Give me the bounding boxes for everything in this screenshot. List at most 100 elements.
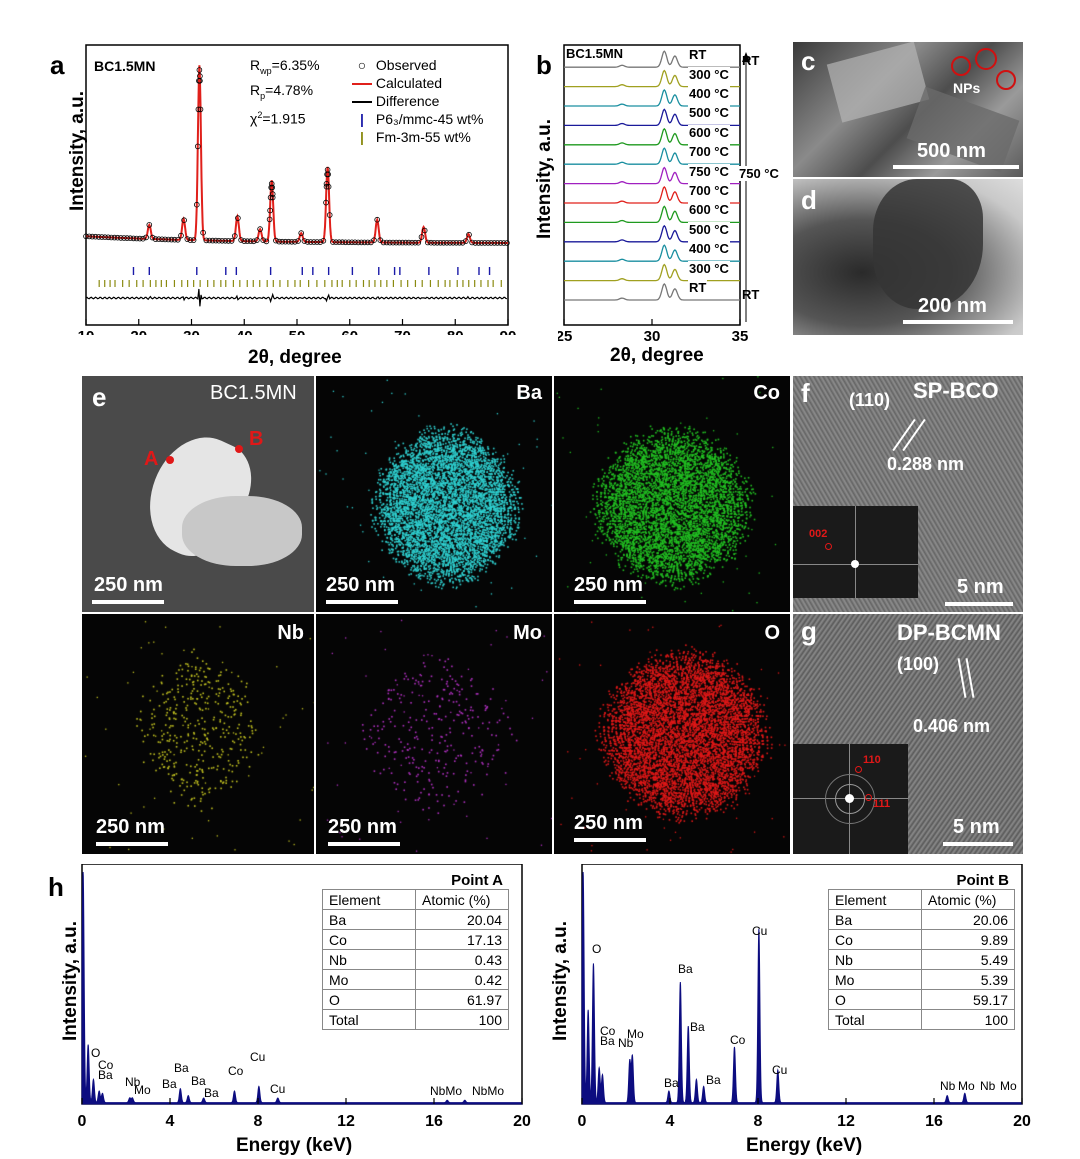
point-b-label: B [249,428,264,450]
point-a-label: A [144,448,159,470]
peak-label: Ba [678,962,693,976]
observed-point [98,234,105,240]
observed-point [462,238,469,244]
observed-point [121,235,127,241]
x-tick-label: 0 [578,1113,587,1130]
element-cell: Total [322,1009,416,1030]
observed-point [304,239,311,245]
edx-b-ticks: 0 4 8 12 16 20 [578,1098,1031,1130]
observed-point [187,237,194,243]
panel-b-chart: 25 30 35 [558,44,750,345]
np-circle-3 [996,70,1016,90]
fft-spot-111 [865,794,872,801]
panel-b-side-mid: 750 °C [739,166,779,181]
map-o-label: O [764,622,780,644]
observed-point [225,238,232,244]
panel-c-label: c [801,46,816,76]
eds-map-ba: Ba 250 nm [316,376,552,612]
observed-point [162,236,168,243]
observed-point [273,237,279,244]
observed-points [83,67,510,246]
curve-label: 400 °C [688,86,730,101]
atomic-percent-cell: 20.04 [415,909,509,930]
peak-label: Ba [706,1073,721,1087]
panel-f-scale-text: 5 nm [957,576,1004,598]
observed-point [117,235,124,241]
edx-spectrum-a: 0 4 8 12 16 20 [78,864,531,1130]
panel-d-scale-text: 200 nm [918,295,987,317]
x-tick-label: 80 [447,328,464,335]
observed-point [475,240,482,246]
panel-c-scale-bar [893,165,1019,169]
observed-point [195,143,201,150]
observed-point [323,183,330,190]
table-b: Element Atomic (%) Ba 20.06 Co 9.89 Nb 5.49 Mo 5.… [828,889,1015,1030]
observed-point [197,77,203,84]
eds-map-o: O 250 nm [554,614,790,854]
atomic-percent-cell: 100 [921,1009,1015,1030]
curve-label: 600 °C [688,124,730,140]
observed-point [412,239,419,246]
difference-line [85,288,508,307]
atomic-percent-cell: 5.49 [921,949,1015,970]
map-nb-scale-text: 250 nm [96,816,165,838]
fft-inset-g: 110 111 [793,744,908,854]
panel-h-ylabel-b: Intensity, a.u. [550,921,571,1042]
rp-stat: Rp=4.78% [250,81,314,101]
observed-point [143,234,149,241]
observed-point [228,238,235,244]
curve-label: 700 °C [688,183,730,198]
edx-a-ticks: 0 4 8 12 16 20 [78,1098,531,1130]
x-tick-label: 30 [644,328,661,345]
observed-point [330,239,336,245]
fft-axis-v [855,506,856,598]
panel-d-scale-bar [903,320,1013,324]
sem-image-c: c NPs 500 nm [793,42,1023,177]
atomic-percent-cell: 59.17 [921,989,1015,1010]
curve-label: 750 °C [688,163,730,179]
observed-point [124,235,130,241]
observed-point [421,227,428,234]
observed-point [269,194,276,201]
observed-point [399,239,406,246]
observed-point [89,233,96,240]
peak-label: Ba [162,1077,177,1091]
observed-point [380,239,387,246]
observed-point [481,240,488,246]
peak-label: Nb [980,1079,996,1093]
element-cell: Nb [828,949,922,970]
atomic-percent-cell: 5.39 [921,969,1015,990]
panel-d-label: d [801,185,817,215]
map-nb-scale-bar [96,842,168,846]
observed-point [325,171,331,178]
grain-1 [826,42,930,123]
peak-label: NbMo [472,1084,505,1098]
observed-point [266,216,273,223]
observed-point [254,237,260,243]
eds-map-mo: Mo 250 nm [316,614,552,854]
table-row: O 61.97 [322,989,509,1010]
panel-e-scale-text: 250 nm [94,574,163,596]
point-a-marker [166,456,174,464]
map-mo-label: Mo [513,622,542,644]
observed-point [267,194,274,201]
element-cell: O [322,989,416,1010]
lattice-line-2 [902,418,926,452]
table-b-title: Point B [956,872,1010,889]
peak-label: Co [98,1058,114,1072]
panel-h-label: h [48,872,64,902]
particle-1 [873,179,983,309]
peak-label: Mo [627,1027,644,1041]
map-ba-scale-bar [326,600,398,604]
element-cell: O [828,989,922,1010]
observed-point [434,240,441,246]
observed-point [285,238,292,245]
observed-point [111,234,118,241]
curve-label: 400 °C [688,241,730,257]
observed-point [478,240,485,246]
o-map-canvas [554,614,790,854]
fft-ring-1 [825,774,875,824]
x-tick-label: 20 [1013,1113,1031,1130]
map-mo-scale-text: 250 nm [328,816,397,838]
fft-spot-002 [825,543,832,550]
